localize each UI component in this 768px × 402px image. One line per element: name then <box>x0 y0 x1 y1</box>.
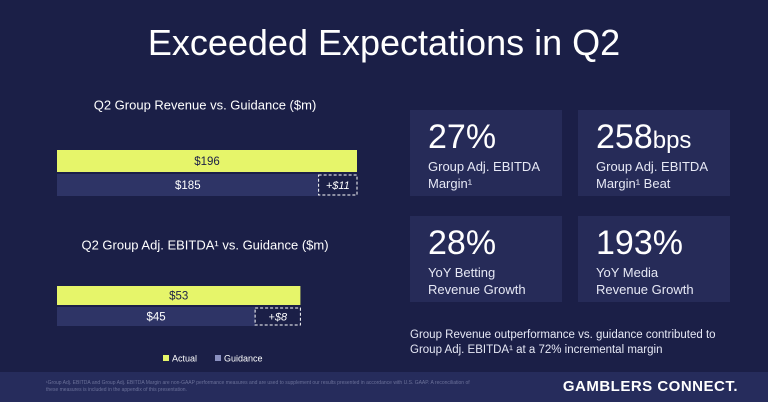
kpi-label: YoY Media Revenue Growth <box>596 264 694 298</box>
note-line: Group Revenue outperformance vs. guidanc… <box>410 329 716 341</box>
chart-title: Q2 Group Revenue vs. Guidance ($m) <box>94 97 317 112</box>
difference-label: +$8 <box>268 311 288 323</box>
note: Group Revenue outperformance vs. guidanc… <box>410 328 750 358</box>
kpi-label-line: YoY Betting <box>428 265 496 280</box>
kpi-number: 28% <box>428 224 497 262</box>
logo: GAMBLERS CONNECT. <box>562 378 738 395</box>
bar <box>57 150 357 172</box>
kpi-label-line: Revenue Growth <box>428 282 526 297</box>
charts: Q2 Group Revenue vs. Guidance ($m) $196 $1… <box>57 97 358 363</box>
kpi-label-line: Margin¹ Beat <box>596 176 671 191</box>
kpi-card: 258bps Group Adj. EBITDA Margin¹ Beat <box>578 110 730 196</box>
kpi-label: YoY Betting Revenue Growth <box>428 264 526 298</box>
kpi-number: 27% <box>428 118 497 156</box>
footer-strip <box>0 372 768 402</box>
legend-label: Guidance <box>224 353 263 363</box>
difference-box <box>318 174 358 196</box>
bar <box>57 286 301 305</box>
note-line: Group Adj. EBITDA¹ at a 72% incremental … <box>410 344 663 356</box>
difference-box <box>254 307 301 326</box>
kpi-value: 193% <box>596 224 683 263</box>
kpi-label-line: Group Adj. EBITDA <box>428 159 540 174</box>
difference-label: +$11 <box>326 180 350 192</box>
kpi-number: 193% <box>596 224 683 262</box>
kpi-card: 193% YoY Media Revenue Growth <box>578 216 730 302</box>
slide-title: Exceeded Expectations in Q2 <box>147 22 621 63</box>
kpi-label-line: Group Adj. EBITDA <box>596 159 708 174</box>
kpi-label-line: YoY Media <box>596 265 659 280</box>
kpi-value: 258bps <box>596 118 691 157</box>
kpi-card: 28% YoY Betting Revenue Growth <box>410 216 562 302</box>
legend-label: Actual <box>172 353 197 363</box>
bar-value-label: $53 <box>169 291 188 303</box>
kpi-label-line: Margin¹ <box>428 176 473 191</box>
kpi-label: Group Adj. EBITDA Margin¹ Beat <box>596 158 708 192</box>
kpi-label-line: Revenue Growth <box>596 282 694 297</box>
kpi-card: 27% Group Adj. EBITDA Margin¹ <box>410 110 562 196</box>
kpi-number: 258 <box>596 118 653 156</box>
bar <box>57 307 256 326</box>
bar-value-label: $196 <box>194 156 220 168</box>
bar <box>57 174 319 196</box>
legend-swatch <box>215 355 221 361</box>
bar-value-label: $185 <box>175 180 201 192</box>
kpi-label: Group Adj. EBITDA Margin¹ <box>428 158 540 192</box>
kpi-value: 27% <box>428 118 496 157</box>
bar-value-label: $45 <box>146 312 165 324</box>
kpi-value: 28% <box>428 224 496 263</box>
kpi-unit: bps <box>652 127 692 154</box>
legend-swatch <box>163 355 169 361</box>
chart-title: Q2 Group Adj. EBITDA¹ vs. Guidance ($m) <box>81 237 328 252</box>
footnote: ¹Group Adj. EBITDA and Group Adj. EBITDA… <box>46 380 470 393</box>
